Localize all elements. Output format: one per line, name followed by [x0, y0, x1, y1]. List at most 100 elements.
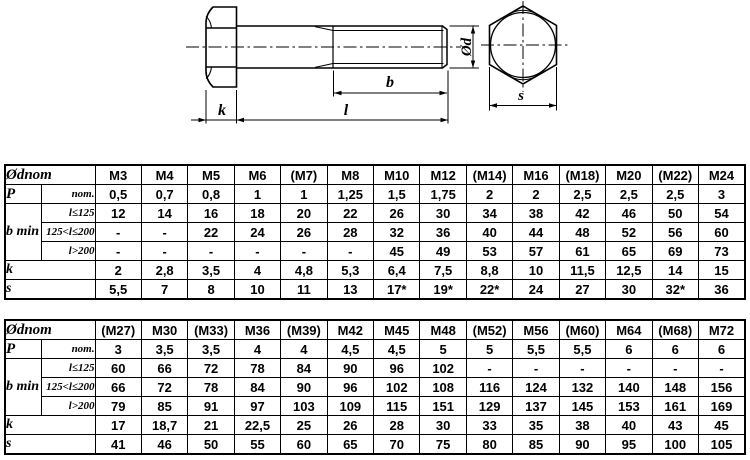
column-header: (M39): [280, 319, 328, 340]
cell-width-across-flats: 90: [558, 434, 607, 455]
cell-head-height: 17: [94, 415, 142, 435]
cell-bmin: 38: [512, 203, 560, 223]
cell-pitch: 6: [651, 339, 699, 359]
cell-head-height: 33: [465, 415, 514, 435]
dimension-k-label: k: [218, 102, 226, 119]
cell-bmin: -: [697, 358, 746, 378]
cell-head-height: 5,3: [326, 260, 375, 280]
cell-bmin: 156: [697, 377, 746, 397]
cell-bmin: 84: [233, 377, 282, 397]
column-header: M48: [419, 319, 467, 340]
cell-bmin: 30: [419, 203, 467, 223]
row-label-k: k: [4, 260, 96, 280]
s-dimension-arrows: [489, 103, 557, 108]
cell-head-height: 18,7: [140, 415, 189, 435]
cell-bmin: 40: [465, 222, 514, 242]
cell-bmin: -: [94, 222, 142, 242]
column-header: (M33): [187, 319, 235, 340]
cell-pitch: 2,5: [651, 184, 699, 204]
cell-bmin: 85: [140, 396, 189, 416]
cell-bmin: -: [326, 241, 375, 261]
cell-bmin: 32: [373, 222, 421, 242]
row-label-bmin: b min: [4, 203, 42, 261]
cell-bmin: -: [187, 241, 235, 261]
cell-head-height: 15: [697, 260, 746, 280]
cell-pitch: 5: [465, 339, 514, 359]
cell-bmin: 90: [280, 377, 328, 397]
column-header: M10: [373, 164, 421, 185]
cell-bmin: 96: [326, 377, 375, 397]
cell-bmin: 153: [605, 396, 653, 416]
cell-pitch: 4: [233, 339, 282, 359]
cell-bmin: 36: [419, 222, 467, 242]
cell-bmin: 96: [373, 358, 421, 378]
cell-head-height: 22,5: [233, 415, 282, 435]
cell-bmin: -: [280, 241, 328, 261]
cell-width-across-flats: 19*: [419, 279, 467, 300]
column-header: M24: [697, 164, 746, 185]
cell-bmin: 24: [233, 222, 282, 242]
cell-width-across-flats: 65: [326, 434, 375, 455]
cell-bmin: 57: [512, 241, 560, 261]
column-header: M64: [605, 319, 653, 340]
cell-bmin: 90: [326, 358, 375, 378]
cell-width-across-flats: 10: [233, 279, 282, 300]
cell-bmin: 161: [651, 396, 699, 416]
cell-bmin: 22: [187, 222, 235, 242]
cell-pitch: 3,5: [187, 339, 235, 359]
cell-pitch: 2,5: [605, 184, 653, 204]
side-view-dimensions: [191, 25, 479, 124]
cell-bmin: 26: [373, 203, 421, 223]
cell-head-height: 7,5: [419, 260, 467, 280]
cell-width-across-flats: 32*: [651, 279, 699, 300]
cell-head-height: 4: [233, 260, 282, 280]
column-header: M4: [140, 164, 189, 185]
cell-bmin: 145: [558, 396, 607, 416]
cell-width-across-flats: 75: [419, 434, 467, 455]
cell-bmin: 169: [697, 396, 746, 416]
cell-bmin: -: [558, 358, 607, 378]
row-sublabel-length-range: 125<l≤200: [40, 222, 96, 242]
cell-bmin: -: [465, 358, 514, 378]
cell-width-across-flats: 22*: [465, 279, 514, 300]
cell-bmin: 46: [605, 203, 653, 223]
cell-pitch: 5: [419, 339, 467, 359]
cell-pitch: 0,5: [94, 184, 142, 204]
cell-bmin: 12: [94, 203, 142, 223]
cell-bmin: -: [233, 241, 282, 261]
cell-width-across-flats: 5,5: [94, 279, 142, 300]
cell-bmin: 60: [697, 222, 746, 242]
cell-bmin: 97: [233, 396, 282, 416]
cell-bmin: 72: [140, 377, 189, 397]
cell-head-height: 25: [280, 415, 328, 435]
cell-head-height: 8,8: [465, 260, 514, 280]
cell-pitch: 4: [280, 339, 328, 359]
cell-bmin: 60: [94, 358, 142, 378]
cell-head-height: 4,8: [280, 260, 328, 280]
column-header: M3: [94, 164, 142, 185]
row-sublabel-length-range: l≤125: [40, 203, 96, 223]
cell-pitch: 4,5: [326, 339, 375, 359]
cell-bmin: 54: [697, 203, 746, 223]
cell-width-across-flats: 105: [697, 434, 746, 455]
column-header: (M52): [465, 319, 514, 340]
column-header: M5: [187, 164, 235, 185]
row-label-p: P: [4, 184, 42, 204]
cell-head-height: 40: [605, 415, 653, 435]
column-header: (M68): [651, 319, 699, 340]
column-header: M36: [233, 319, 282, 340]
spec-table-small-sizes: Ødnom M3 M4 M5 M6 (M7) M8 M10 M12 (M14) M16 (M18) M2…: [4, 164, 746, 300]
row-label-s: s: [4, 279, 96, 300]
cell-bmin: 78: [187, 377, 235, 397]
cell-head-height: 43: [651, 415, 699, 435]
cell-pitch: 6: [697, 339, 746, 359]
cell-bmin: 103: [280, 396, 328, 416]
cell-bmin: 48: [558, 222, 607, 242]
cell-bmin: 73: [697, 241, 746, 261]
cell-head-height: 6,4: [373, 260, 421, 280]
cell-bmin: 45: [373, 241, 421, 261]
cell-width-across-flats: 85: [512, 434, 560, 455]
row-sublabel-nom: nom.: [40, 184, 96, 204]
cell-bmin: 129: [465, 396, 514, 416]
cell-bmin: 108: [419, 377, 467, 397]
